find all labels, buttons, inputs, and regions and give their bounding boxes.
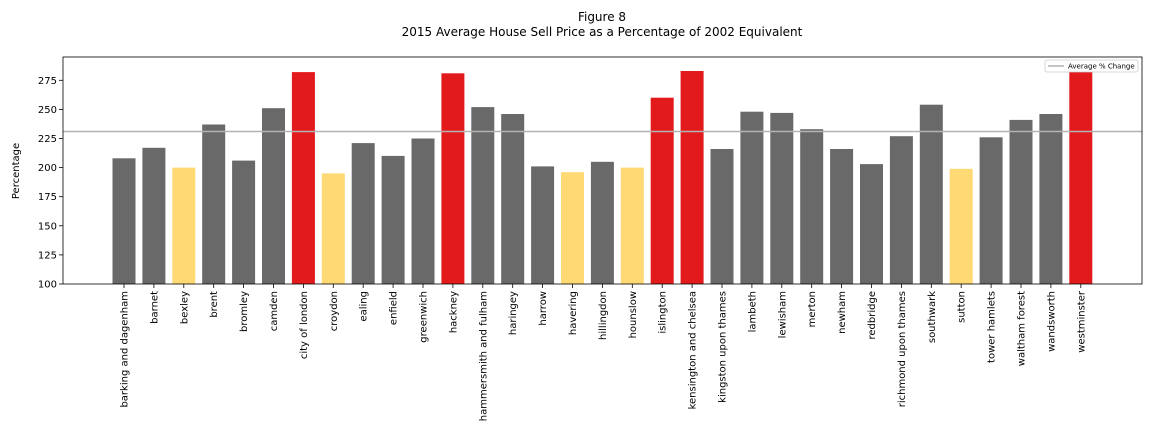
x-tick-label: hackney [448,291,459,333]
bar-hackney [441,73,465,284]
y-tick-label: 150 [38,221,57,232]
x-tick-label: hounslow [628,291,639,338]
y-axis-label: Percentage [11,143,22,199]
bar-camden [262,108,285,284]
x-tick-label: wandsworth [1046,291,1057,352]
x-tick-label: brent [209,291,220,318]
x-tick-label: hillingdon [598,291,609,340]
y-tick-label: 275 [38,76,57,87]
bar-barking-and-dagenham [112,158,136,284]
bar-waltham-forest [1009,119,1033,285]
x-axis: barking and dagenham barnet bexley brent bro… [120,284,1087,421]
x-tick-label: harrow [538,291,549,326]
bar-kensington-and-chelsea [680,71,704,284]
x-tick-label: tower hamlets [987,291,998,363]
bar-havering [561,172,584,284]
x-tick-label: haringey [508,291,519,335]
bar-islington [650,97,674,284]
x-tick-label: croydon [329,291,340,331]
x-tick-label: lambeth [747,291,758,332]
bar-newham [830,149,854,284]
x-tick-label: kingston upon thames [718,291,729,403]
bar-croydon [321,173,345,284]
x-tick-label: sutton [957,291,968,323]
x-tick-label: richmond upon thames [897,291,908,407]
chart-title: Figure 8 [578,10,626,24]
bars-group [112,68,1093,285]
bar-richmond-upon-thames [889,136,913,284]
y-tick-label: 200 [38,163,57,174]
bar-hammersmith-and-fulham [471,107,495,284]
bar-city-of-london [291,72,315,284]
bar-hounslow [620,167,644,284]
x-tick-label: hammersmith and fulham [478,291,489,421]
legend: Average % Change [1044,59,1139,73]
y-tick-label: 250 [38,105,57,116]
y-tick-label: 125 [38,250,57,261]
bar-brent [202,124,226,284]
bar-haringey [501,114,525,284]
x-tick-label: kensington and chelsea [688,291,699,409]
x-tick-label: barking and dagenham [120,291,131,408]
bar-wandsworth [1039,114,1063,284]
bar-tower-hamlets [979,137,1003,284]
y-axis: 100 125 150 175 200 225 250 275 [38,76,63,291]
bar-sutton [949,168,973,284]
x-tick-label: islington [658,291,669,334]
x-tick-label: camden [269,291,280,331]
x-tick-label: ealing [359,291,370,322]
bar-bromley [232,160,256,284]
x-tick-label: barnet [149,291,160,324]
bar-redbridge [860,164,883,284]
x-tick-label: waltham forest [1017,291,1028,366]
x-tick-label: enfield [389,291,400,325]
chart-subtitle: 2015 Average House Sell Price as a Perce… [402,25,803,39]
x-tick-label: westminster [1076,290,1087,353]
x-tick-label: city of london [299,291,310,359]
y-tick-label: 100 [38,280,57,291]
bar-ealing [351,143,375,284]
bar-southwark [919,104,943,284]
x-tick-label: havering [568,291,579,335]
x-tick-label: southwark [927,291,938,343]
x-tick-label: bromley [239,291,250,332]
x-tick-label: newham [837,291,848,334]
bar-greenwich [411,138,435,284]
legend-label: Average % Change [1068,63,1135,71]
bar-lambeth [740,111,764,284]
bar-hillingdon [590,161,614,284]
y-tick-label: 225 [38,134,57,145]
bar-bexley [172,167,196,284]
bar-westminster [1069,68,1093,284]
x-tick-label: redbridge [867,291,878,339]
bar-lewisham [770,112,794,285]
legend-box [1044,59,1139,73]
bar-barnet [142,147,166,284]
x-tick-label: merton [807,291,818,327]
bar-merton [800,129,824,284]
bar-harrow [531,166,555,284]
x-tick-label: lewisham [777,291,788,338]
y-tick-label: 175 [38,192,57,203]
x-tick-label: bexley [179,291,190,324]
bar-kingston-upon-thames [710,149,734,284]
bar-enfield [381,155,405,284]
plot-frame [62,56,1143,285]
x-tick-label: greenwich [419,291,430,343]
